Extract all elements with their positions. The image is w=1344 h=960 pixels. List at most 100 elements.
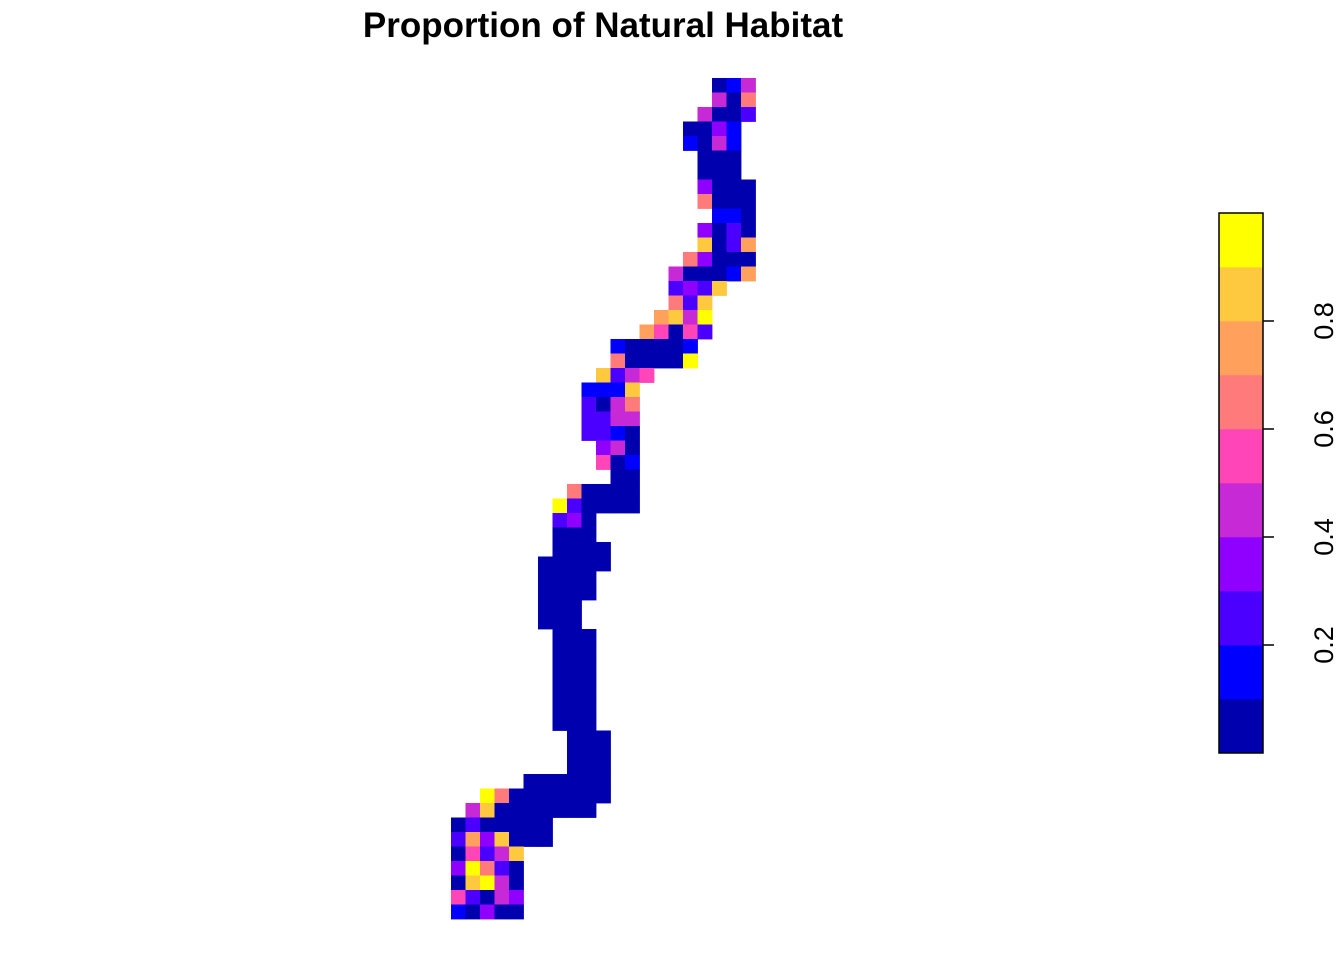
raster-cell [610,339,626,354]
raster-cell [610,498,626,514]
raster-cell [538,600,553,615]
raster-cell [726,179,742,195]
raster-cell [567,803,582,818]
raster-cell [567,701,582,717]
raster-cell [683,310,698,325]
raster-cell [538,817,553,833]
raster-cell [741,78,756,93]
raster-cell [625,382,640,398]
raster-cell [581,730,597,746]
raster-cell [451,846,466,862]
raster-cell [712,78,727,93]
raster-cell [610,397,626,412]
raster-cell [567,513,582,528]
raster-cell [552,803,568,818]
raster-cell [509,846,524,862]
raster-cell [726,237,742,253]
raster-cell [683,324,698,340]
raster-cell [581,643,597,659]
raster-cell [494,832,510,847]
raster-cell [581,687,597,702]
raster-cell [741,252,756,267]
legend-color-bin [1219,591,1263,646]
raster-cell [552,629,568,644]
raster-cell [741,179,756,195]
raster-cell [451,832,466,847]
raster-cell [625,469,640,485]
raster-cell [726,208,742,224]
legend-tick-label: 0.8 [1309,302,1339,340]
raster-cell [625,484,640,499]
raster-cell [581,672,597,688]
raster-cell [567,672,582,688]
raster-cell [610,455,626,470]
raster-cell [610,368,626,383]
raster-cell [538,614,553,630]
raster-cell [567,498,582,514]
raster-cell [552,788,568,804]
raster-cell [581,498,597,514]
raster-cell [581,382,597,398]
raster-cell [480,846,495,862]
raster-cell [596,788,611,804]
raster-cell [538,774,553,789]
raster-cell [683,136,698,151]
raster-cell [552,716,568,731]
raster-cell [523,788,539,804]
raster-cell [509,875,524,891]
raster-cell [480,861,495,876]
legend-tick-label: 0.4 [1309,518,1339,556]
raster-cell [596,556,611,572]
raster-cell [538,571,553,586]
raster-cell [697,295,713,311]
legend-color-bin [1219,483,1263,538]
raster-cell [712,208,727,224]
raster-cell [509,788,524,804]
raster-cell [712,150,727,166]
raster-cell [596,397,611,412]
raster-cell [480,890,495,905]
raster-cell [596,542,611,557]
raster-cell [567,571,582,586]
raster-cell [581,701,597,717]
raster-cell [509,890,524,905]
raster-cell [494,861,510,876]
raster-cell [480,817,495,833]
raster-cell [726,92,742,108]
raster-cell [697,121,713,137]
raster-cell [639,324,655,340]
raster-cell [741,266,756,282]
raster-cell [552,600,568,615]
raster-cell [567,556,582,572]
raster-cell [741,208,756,224]
raster-cell [494,890,510,905]
raster-cell [712,179,727,195]
raster-cell [552,643,568,659]
raster-cells [451,78,756,920]
raster-cell [668,324,684,340]
raster-cell [552,672,568,688]
raster-cell [726,150,742,166]
raster-cell [567,614,582,630]
raster-cell [567,585,582,601]
raster-cell [712,281,727,296]
raster-cell [639,339,655,354]
raster-cell [581,774,597,789]
raster-cell [480,875,495,891]
raster-cell [697,281,713,296]
raster-cell [697,223,713,238]
raster-cell [465,861,481,876]
raster-cell [654,339,669,354]
raster-cell [567,788,582,804]
raster-cell [581,629,597,644]
raster-cell [668,295,684,311]
raster-cell [741,92,756,108]
raster-cell [654,310,669,325]
raster-cell [596,759,611,775]
raster-cell [581,571,597,586]
legend-color-bin [1219,699,1263,754]
raster-cell [552,614,568,630]
raster-cell [509,861,524,876]
legend-frame [1218,212,1264,754]
